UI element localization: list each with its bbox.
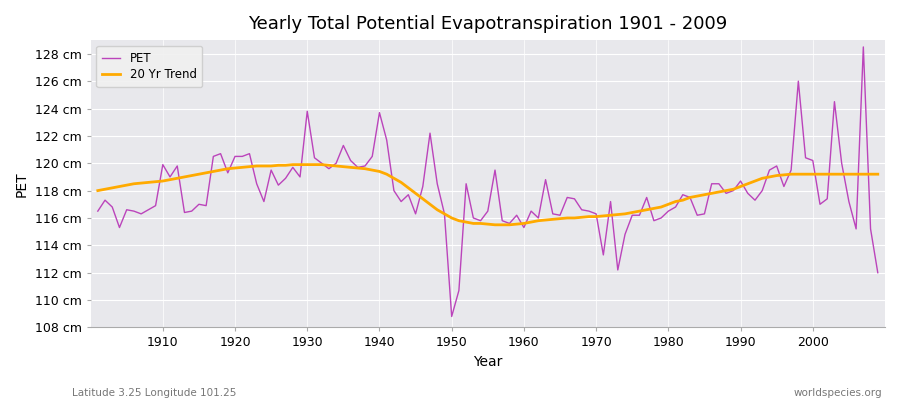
Line: PET: PET xyxy=(98,47,878,316)
Legend: PET, 20 Yr Trend: PET, 20 Yr Trend xyxy=(96,46,202,87)
PET xyxy=(612,268,623,272)
X-axis label: Year: Year xyxy=(473,355,502,369)
20 Yr Trend xyxy=(533,218,544,223)
20 Yr Trend xyxy=(490,222,500,227)
PET xyxy=(858,44,868,49)
PET xyxy=(309,155,320,160)
PET xyxy=(150,203,161,208)
20 Yr Trend xyxy=(287,162,298,167)
Y-axis label: PET: PET xyxy=(15,171,29,196)
20 Yr Trend xyxy=(316,162,327,167)
20 Yr Trend xyxy=(150,179,161,184)
20 Yr Trend xyxy=(360,166,371,171)
20 Yr Trend xyxy=(526,220,536,224)
20 Yr Trend xyxy=(872,172,883,176)
PET xyxy=(446,314,457,319)
Title: Yearly Total Potential Evapotranspiration 1901 - 2009: Yearly Total Potential Evapotranspiratio… xyxy=(248,15,727,33)
PET xyxy=(518,225,529,230)
PET xyxy=(93,209,104,214)
Text: Latitude 3.25 Longitude 101.25: Latitude 3.25 Longitude 101.25 xyxy=(72,388,237,398)
20 Yr Trend xyxy=(93,188,104,193)
PET xyxy=(526,209,536,214)
PET xyxy=(872,270,883,275)
PET xyxy=(353,165,364,170)
Text: worldspecies.org: worldspecies.org xyxy=(794,388,882,398)
20 Yr Trend xyxy=(619,212,630,216)
Line: 20 Yr Trend: 20 Yr Trend xyxy=(98,165,878,225)
